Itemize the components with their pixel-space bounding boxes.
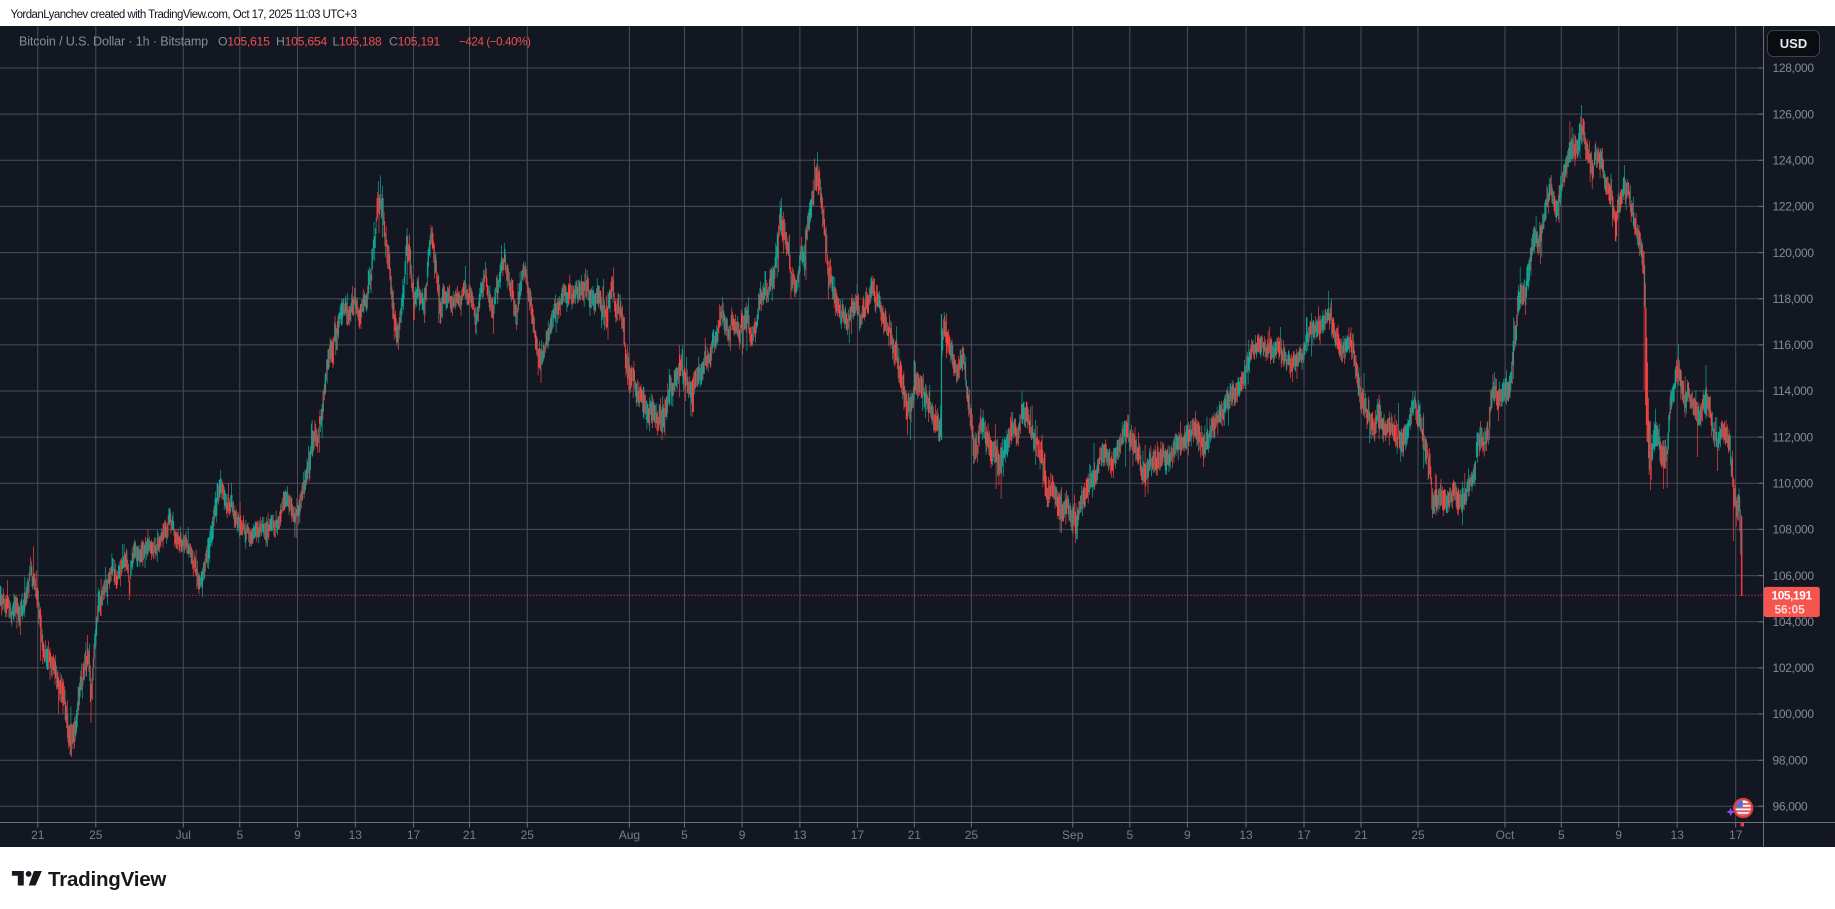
svg-text:98,000: 98,000: [1773, 753, 1809, 767]
svg-text:USD: USD: [1780, 36, 1807, 51]
svg-text:TradingView: TradingView: [48, 868, 166, 891]
svg-text:−424 (−0.40%): −424 (−0.40%): [459, 35, 531, 48]
svg-text:C105,191: C105,191: [389, 34, 440, 48]
svg-text:O105,615: O105,615: [218, 34, 270, 48]
svg-text:96,000: 96,000: [1773, 800, 1809, 814]
svg-text:13: 13: [793, 828, 807, 842]
svg-text:25: 25: [1411, 828, 1425, 842]
svg-text:13: 13: [349, 828, 363, 842]
svg-text:17: 17: [1729, 828, 1743, 842]
svg-text:L105,188: L105,188: [333, 34, 382, 48]
svg-text:9: 9: [294, 828, 301, 842]
svg-text:21: 21: [31, 828, 45, 842]
svg-text:108,000: 108,000: [1773, 523, 1815, 537]
svg-text:Jul: Jul: [176, 828, 191, 842]
svg-text:25: 25: [521, 828, 535, 842]
svg-text:Bitcoin / U.S. Dollar · 1h · B: Bitcoin / U.S. Dollar · 1h · Bitstamp: [19, 34, 208, 48]
svg-text:5: 5: [236, 828, 243, 842]
svg-text:114,000: 114,000: [1773, 384, 1814, 398]
svg-text:106,000: 106,000: [1773, 569, 1815, 583]
svg-text:112,000: 112,000: [1773, 430, 1814, 444]
svg-text:120,000: 120,000: [1773, 246, 1815, 260]
svg-text:Oct: Oct: [1496, 828, 1515, 842]
svg-text:9: 9: [1184, 828, 1191, 842]
svg-text:102,000: 102,000: [1773, 661, 1815, 675]
svg-text:128,000: 128,000: [1773, 61, 1815, 75]
svg-text:17: 17: [1297, 828, 1311, 842]
svg-text:5: 5: [1558, 828, 1565, 842]
svg-text:25: 25: [89, 828, 103, 842]
svg-text:Sep: Sep: [1062, 828, 1084, 842]
svg-text:5: 5: [1126, 828, 1133, 842]
svg-text:118,000: 118,000: [1773, 292, 1814, 306]
svg-text:5: 5: [681, 828, 688, 842]
svg-text:25: 25: [965, 828, 979, 842]
svg-text:100,000: 100,000: [1773, 707, 1815, 721]
svg-text:21: 21: [463, 828, 477, 842]
svg-text:17: 17: [407, 828, 421, 842]
svg-text:56:05: 56:05: [1775, 602, 1806, 616]
svg-text:110,000: 110,000: [1773, 477, 1814, 491]
svg-text:21: 21: [908, 828, 922, 842]
svg-text:17: 17: [851, 828, 865, 842]
svg-text:9: 9: [1615, 828, 1622, 842]
svg-text:13: 13: [1671, 828, 1685, 842]
svg-text:124,000: 124,000: [1773, 154, 1815, 168]
svg-text:H105,654: H105,654: [276, 34, 327, 48]
svg-text:104,000: 104,000: [1773, 615, 1815, 629]
svg-text:116,000: 116,000: [1773, 338, 1814, 352]
svg-text:9: 9: [739, 828, 746, 842]
svg-text:126,000: 126,000: [1773, 107, 1815, 121]
svg-text:21: 21: [1354, 828, 1368, 842]
svg-text:13: 13: [1239, 828, 1253, 842]
svg-text:YordanLyanchev created with Tr: YordanLyanchev created with TradingView.…: [11, 9, 357, 21]
svg-text:122,000: 122,000: [1773, 200, 1815, 214]
svg-text:Aug: Aug: [619, 828, 640, 842]
svg-text:105,191: 105,191: [1772, 588, 1813, 602]
